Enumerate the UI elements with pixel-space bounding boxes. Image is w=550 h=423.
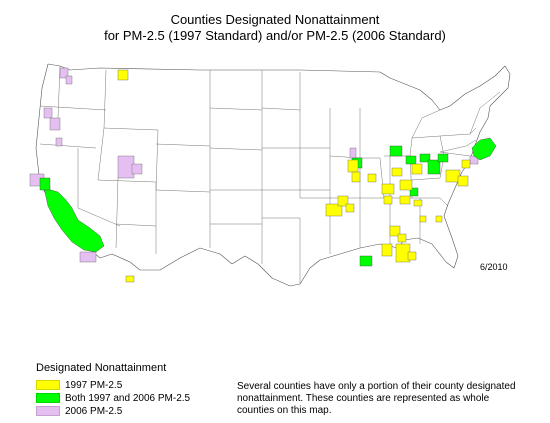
county-pm1997: [125, 275, 135, 283]
county-pm1997: [399, 179, 413, 191]
county-pm2006: [49, 117, 61, 131]
county-both: [405, 155, 417, 165]
county-pm1997: [411, 163, 423, 175]
county-pm1997: [367, 173, 377, 183]
legend-label: 2006 PM-2.5: [65, 405, 123, 417]
legend-item: 2006 PM-2.5: [36, 405, 190, 417]
county-pm1997: [381, 243, 393, 257]
county-pm1997: [389, 225, 401, 237]
county-pm2006: [131, 163, 143, 175]
us-outline: [35, 63, 511, 287]
legend-label: Both 1997 and 2006 PM-2.5: [65, 392, 191, 404]
county-pm1997: [345, 203, 355, 213]
county-both: [409, 187, 419, 197]
county-both-northeast: [471, 137, 497, 161]
county-pm1997: [413, 199, 423, 207]
legend-label: 1997 PM-2.5: [65, 379, 123, 391]
map-date: 6/2010: [480, 262, 508, 272]
county-both: [419, 153, 431, 163]
county-pm1997: [117, 69, 129, 81]
title-line-1: Counties Designated Nonattainment: [170, 12, 380, 27]
county-pm1997: [399, 195, 411, 205]
county-pm1997: [407, 251, 417, 261]
county-both-california: [43, 187, 105, 253]
county-pm1997: [381, 183, 395, 195]
legend-swatch-both: [36, 393, 60, 403]
county-both: [389, 145, 403, 157]
county-pm1997: [383, 195, 393, 205]
county-pm1997: [391, 167, 403, 177]
footnote: Several counties have only a portion of …: [237, 381, 516, 416]
county-pm1997: [461, 159, 471, 169]
county-pm2006: [43, 107, 53, 119]
county-pm2006: [349, 147, 357, 159]
county-pm1997: [397, 233, 407, 243]
county-both: [427, 159, 441, 175]
state-lines-west: [39, 65, 300, 264]
county-pm2006: [79, 251, 97, 263]
county-pm1997: [419, 215, 427, 223]
county-pm2006: [65, 75, 73, 85]
county-pm1997: [435, 215, 443, 223]
legend-swatch-1997: [36, 380, 60, 390]
county-pm1997: [457, 175, 469, 187]
legend-title: Designated Nonattainment: [36, 362, 167, 374]
map-title: Counties Designated Nonattainment for PM…: [0, 12, 550, 44]
state-lines-central: [261, 72, 410, 284]
legend-item: Both 1997 and 2006 PM-2.5: [36, 392, 190, 404]
county-pm1997: [337, 195, 349, 207]
legend: Designated Nonattainment 1997 PM-2.5 Bot…: [36, 362, 190, 418]
county-pm2006: [55, 137, 63, 147]
us-map: [29, 63, 511, 287]
title-line-2: for PM-2.5 (1997 Standard) and/or PM-2.5…: [104, 28, 446, 43]
legend-item: 1997 PM-2.5: [36, 379, 190, 391]
county-pm1997: [347, 159, 359, 173]
county-pm1997: [351, 171, 361, 183]
county-both: [359, 255, 373, 267]
county-pm2006: [117, 155, 135, 179]
county-pm2006: [59, 67, 69, 79]
county-both: [39, 177, 51, 191]
legend-swatch-2006: [36, 406, 60, 416]
county-pm1997: [325, 203, 343, 217]
county-both: [437, 153, 449, 163]
